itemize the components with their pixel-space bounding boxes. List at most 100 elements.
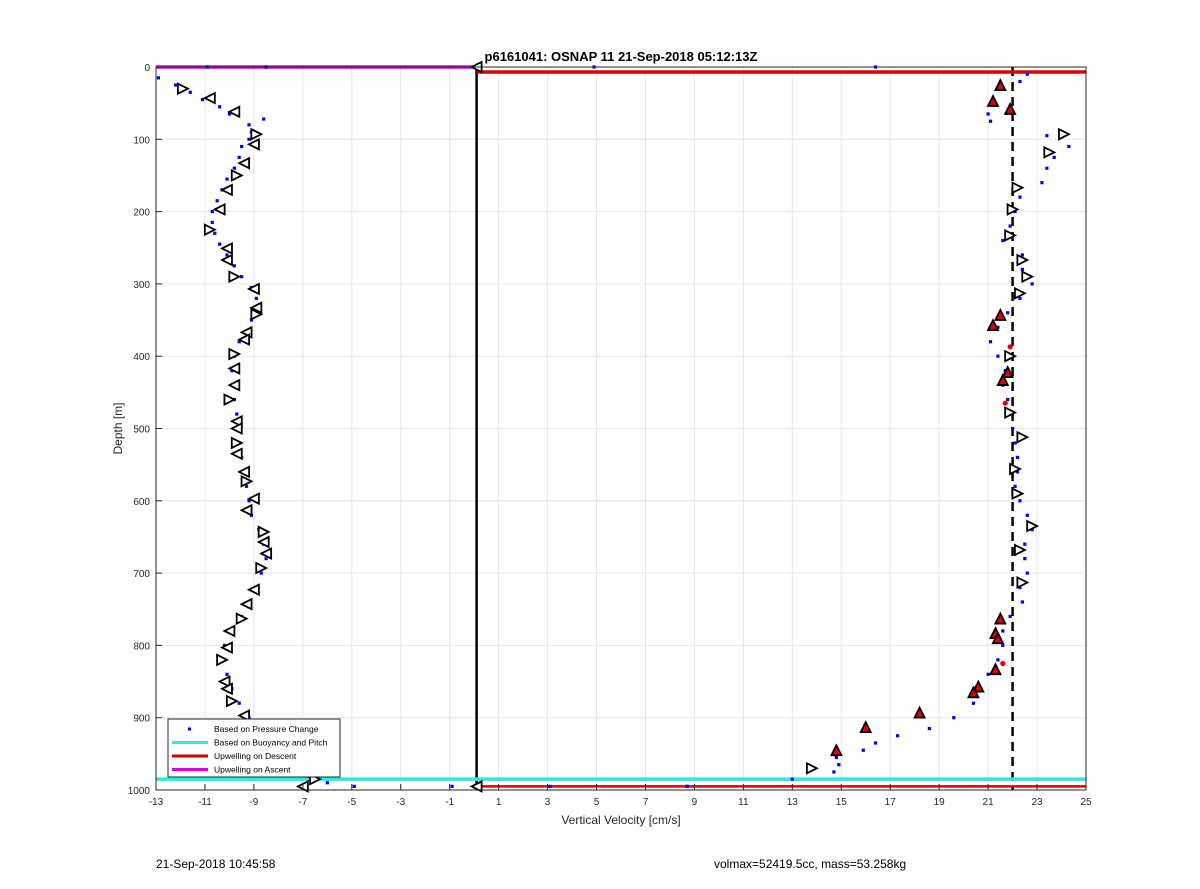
pressure-point <box>1067 144 1071 149</box>
ascent-filled-marker <box>859 720 873 733</box>
pressure-point <box>240 275 244 279</box>
ascent-bin-marker <box>1004 406 1018 420</box>
pressure-point <box>1018 296 1022 300</box>
pressure-point <box>837 763 841 767</box>
descent-bin-marker <box>239 597 253 611</box>
x-tick-label: -1 <box>445 797 454 808</box>
ascent-bin-marker <box>805 761 819 775</box>
x-tick-label: 19 <box>934 797 946 808</box>
y-tick-label: 900 <box>133 714 150 725</box>
pressure-point <box>1045 166 1049 170</box>
y-tick-label: 400 <box>133 352 150 363</box>
pressure-point <box>1006 397 1010 402</box>
pressure-point <box>1020 600 1024 604</box>
legend-entry: Upwelling on Ascent <box>214 765 291 775</box>
pressure-point <box>1020 267 1024 272</box>
pressure-point <box>1001 643 1005 647</box>
ascent-filled-marker <box>988 662 1002 676</box>
descent-bin-marker <box>219 253 233 267</box>
descent-bin-marker <box>250 307 264 321</box>
pressure-point <box>988 340 993 344</box>
pressure-point <box>873 741 878 745</box>
descent-bin-marker <box>212 202 226 216</box>
ascent-filled-marker <box>1001 365 1015 379</box>
flagged-point <box>1007 344 1013 350</box>
y-tick-label: 100 <box>133 135 150 146</box>
pressure-point <box>986 672 990 676</box>
pressure-point <box>244 484 249 488</box>
descent-bin-marker <box>227 378 241 392</box>
pressure-point <box>200 97 205 102</box>
pressure-point <box>218 242 222 246</box>
ascent-bin-marker <box>1004 349 1018 363</box>
descent-bin-marker <box>246 492 260 506</box>
descent-bin-marker <box>219 183 233 197</box>
pressure-point <box>1010 426 1015 431</box>
descent-bin-marker <box>228 270 242 284</box>
pressure-point <box>986 112 990 116</box>
ascent-filled-marker <box>1003 101 1017 115</box>
x-tick-label: 11 <box>738 797 749 808</box>
pressure-point <box>996 325 1000 329</box>
pressure-point <box>235 412 239 416</box>
x-tick-label: -7 <box>298 797 307 808</box>
ascent-bin-marker <box>1043 145 1057 159</box>
y-tick-label: 500 <box>133 425 150 436</box>
pressure-point <box>156 76 161 80</box>
pressure-point <box>685 784 689 788</box>
ascent-bin-marker <box>1009 462 1023 476</box>
ascent-filled-marker <box>829 743 843 757</box>
pressure-point <box>173 83 178 87</box>
descent-bin-marker <box>225 694 239 708</box>
y-tick-label: 300 <box>133 280 150 291</box>
pressure-point <box>1018 195 1022 199</box>
pressure-point <box>227 112 232 116</box>
descent-bin-marker <box>237 156 251 170</box>
pressure-point <box>1023 557 1027 561</box>
ascent-bin-marker <box>1016 430 1030 444</box>
legend-entry: Upwelling on Descent <box>214 751 297 761</box>
descent-bin-marker <box>246 583 260 597</box>
pressure-point <box>1052 155 1056 159</box>
x-tick-label: 21 <box>983 797 995 808</box>
pressure-point <box>1025 571 1029 575</box>
pressure-point <box>1008 614 1012 619</box>
pressure-point <box>225 177 229 181</box>
pressure-point <box>832 770 836 774</box>
pressure-point <box>218 105 222 109</box>
x-tick-label: -9 <box>249 797 258 808</box>
pressure-point <box>247 123 251 127</box>
x-tick-label: 17 <box>885 797 897 808</box>
descent-bin-marker <box>216 653 230 667</box>
pressure-point <box>548 784 552 788</box>
pressure-point <box>988 119 993 123</box>
ascent-filled-marker <box>971 679 985 693</box>
pressure-point <box>1030 528 1034 532</box>
x-tick-label: 3 <box>545 797 551 808</box>
descent-bin-marker <box>222 624 236 638</box>
ascent-bin-marker <box>1011 487 1025 501</box>
descent-bin-marker <box>203 223 217 237</box>
series-points <box>156 60 1071 793</box>
descent-bin-marker <box>256 535 270 549</box>
descent-bin-marker <box>229 422 243 435</box>
x-tick-label: 23 <box>1031 797 1043 808</box>
ascent-bin-marker <box>1021 270 1035 284</box>
pressure-point <box>971 701 976 705</box>
y-tick-label: 700 <box>133 569 150 580</box>
pressure-point <box>834 755 838 760</box>
ascent-bin-marker <box>1006 202 1020 216</box>
x-tick-label: -3 <box>396 797 405 808</box>
y-tick-label: 1000 <box>128 786 151 797</box>
pressure-point <box>1023 542 1027 546</box>
pressure-point <box>225 253 229 257</box>
descent-bin-marker <box>257 525 271 539</box>
descent-bin-marker <box>250 127 264 141</box>
pressure-point <box>1045 134 1049 138</box>
ascent-filled-marker <box>966 685 980 699</box>
descent-bin-marker <box>230 168 244 182</box>
pressure-point <box>1001 629 1005 633</box>
pressure-point <box>188 90 192 94</box>
pressure-point <box>1020 253 1024 257</box>
